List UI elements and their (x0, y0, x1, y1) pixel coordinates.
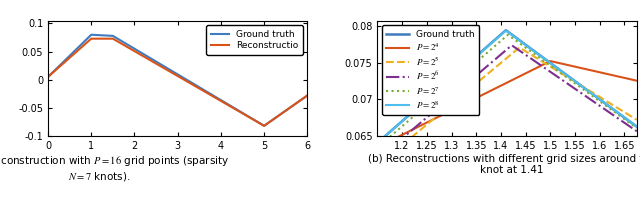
Ground truth (44, 76, 52, 78)
Legend: Ground truth, Reconstructio: Ground truth, Reconstructio (206, 25, 303, 55)
$P = 2^8$ (529, 49, 536, 51)
Reconstructio (303, 94, 311, 97)
Ground truth (497, 34, 504, 36)
Line: $P = 2^4$: $P = 2^4$ (378, 61, 637, 147)
Reconstructio (44, 76, 52, 78)
$P = 2^5$ (497, 62, 504, 64)
$P = 2^8$ (633, 125, 640, 128)
$P = 2^4$ (528, 69, 536, 72)
$P = 2^6$ (587, 98, 595, 101)
$P = 2^6$ (374, 158, 381, 161)
$P = 2^8$ (502, 30, 509, 32)
Ground truth (303, 94, 311, 97)
$P = 2^8$ (515, 38, 522, 41)
$P = 2^5$ (633, 119, 640, 121)
Reconstructio (260, 125, 268, 127)
Ground truth (633, 125, 640, 128)
$P = 2^6$ (497, 54, 504, 56)
Ground truth (109, 35, 116, 37)
$P = 2^4$ (514, 76, 522, 78)
$P = 2^5$ (374, 164, 381, 167)
$P = 2^6$ (633, 130, 640, 133)
Reconstructio (109, 37, 116, 40)
$P = 2^4$ (499, 84, 506, 86)
$P = 2^8$ (499, 33, 506, 35)
$P = 2^6$ (529, 58, 536, 61)
Ground truth (502, 29, 509, 32)
$P = 2^7$ (627, 123, 635, 125)
Line: Ground truth: Ground truth (48, 35, 307, 126)
$P = 2^4$ (497, 85, 504, 87)
Line: $P = 2^6$: $P = 2^6$ (378, 46, 637, 159)
Line: $P = 2^5$: $P = 2^5$ (378, 48, 637, 166)
Text: (a) Reconstruction with $P = 16$ grid points (sparsity
$N = 7$ knots).: (a) Reconstruction with $P = 16$ grid po… (0, 154, 229, 183)
Text: (b) Reconstructions with different grid sizes around the
knot at 1.41: (b) Reconstructions with different grid … (368, 154, 640, 175)
$P = 2^8$ (497, 34, 504, 36)
Line: $P = 2^8$: $P = 2^8$ (378, 31, 637, 143)
$P = 2^5$ (587, 90, 595, 92)
$P = 2^4$ (374, 146, 381, 148)
$P = 2^7$ (633, 127, 640, 129)
$P = 2^5$ (499, 61, 506, 63)
Ground truth (260, 125, 268, 127)
$P = 2^7$ (587, 93, 595, 96)
Ground truth (499, 32, 506, 35)
Legend: Ground truth, $P = 2^4$, $P = 2^5$, $P = 2^6$, $P = 2^7$, $P = 2^8$: Ground truth, $P = 2^4$, $P = 2^5$, $P =… (382, 25, 479, 115)
$P = 2^5$ (627, 115, 635, 117)
Ground truth (88, 33, 95, 36)
$P = 2^6$ (499, 52, 506, 55)
Line: Reconstructio: Reconstructio (48, 39, 307, 126)
Ground truth (529, 48, 536, 51)
Ground truth (374, 142, 381, 144)
$P = 2^7$ (499, 39, 506, 41)
$P = 2^7$ (504, 34, 512, 36)
$P = 2^6$ (627, 126, 635, 129)
$P = 2^5$ (529, 54, 536, 57)
$P = 2^4$ (627, 78, 635, 81)
Ground truth (515, 38, 522, 41)
$P = 2^7$ (497, 40, 504, 42)
$P = 2^6$ (508, 44, 515, 47)
$P = 2^6$ (515, 49, 522, 51)
Ground truth (627, 121, 635, 124)
Reconstructio (88, 37, 95, 40)
$P = 2^7$ (515, 41, 522, 44)
$P = 2^8$ (627, 121, 635, 124)
$P = 2^7$ (529, 51, 536, 54)
$P = 2^5$ (514, 48, 522, 50)
$P = 2^4$ (587, 69, 595, 71)
Ground truth (587, 91, 595, 94)
$P = 2^8$ (587, 91, 595, 94)
$P = 2^8$ (374, 142, 381, 144)
Line: Ground truth: Ground truth (378, 30, 637, 143)
$P = 2^4$ (547, 60, 554, 62)
$P = 2^5$ (515, 46, 523, 49)
$P = 2^4$ (633, 80, 640, 82)
Line: $P = 2^7$: $P = 2^7$ (378, 35, 637, 148)
$P = 2^7$ (374, 146, 381, 149)
